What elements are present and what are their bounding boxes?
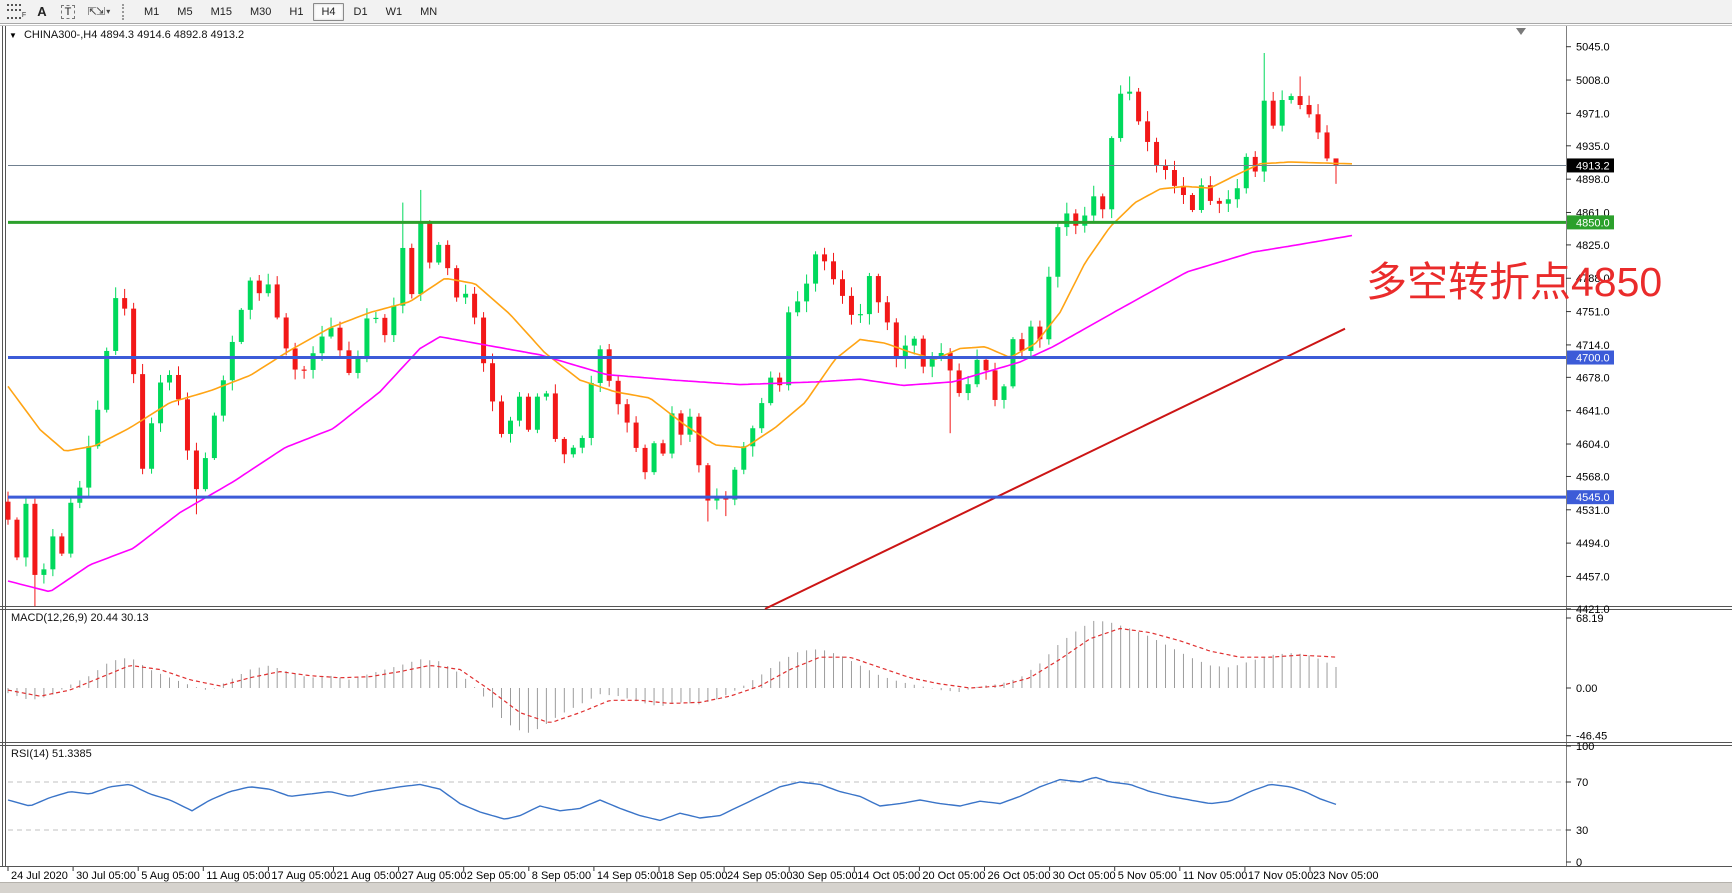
timeframe-button-w1[interactable]: W1 [385, 5, 403, 18]
chevron-down-icon: ▾ [106, 7, 111, 16]
svg-text:0: 0 [1576, 857, 1582, 869]
svg-text:4714.0: 4714.0 [1576, 340, 1610, 352]
svg-text:30: 30 [1576, 825, 1588, 837]
toolbar: F A T ⇱⇲ ▾ M1 M5 M15 M30 H1 H4 D1 W1 MN [0, 0, 1732, 24]
svg-text:17 Nov 05:00: 17 Nov 05:00 [1248, 870, 1313, 882]
svg-text:4700.0: 4700.0 [1576, 353, 1610, 365]
svg-text:17 Aug 05:00: 17 Aug 05:00 [271, 870, 336, 882]
symbol-timeframe-label: CHINA300-,H4 [23, 29, 98, 41]
timeframe-button-m15[interactable]: M15 [210, 5, 232, 18]
arrows-icon: ⇱⇲ [87, 6, 105, 18]
svg-text:4421.0: 4421.0 [1576, 604, 1610, 616]
svg-text:5 Aug 05:00: 5 Aug 05:00 [141, 870, 200, 882]
text-label-icon: T [60, 4, 76, 19]
timeframe-button-d1[interactable]: D1 [353, 5, 368, 18]
svg-text:70: 70 [1576, 777, 1588, 789]
window-bottom-strip [0, 882, 1732, 893]
chart-shift-marker [1516, 28, 1526, 35]
svg-text:4457.0: 4457.0 [1576, 571, 1610, 583]
svg-text:4545.0: 4545.0 [1576, 492, 1610, 504]
svg-text:4531.0: 4531.0 [1576, 505, 1610, 517]
text-tool-button[interactable]: A [30, 2, 54, 22]
fibonacci-icon [6, 4, 21, 19]
svg-text:14 Sep 05:00: 14 Sep 05:00 [597, 870, 662, 882]
chart-text-annotation: 多空转折点4850 [1366, 259, 1663, 305]
svg-text:30 Oct 05:00: 30 Oct 05:00 [1053, 870, 1116, 882]
macd-indicator-label: MACD(12,26,9) 20.44 30.13 [11, 612, 149, 624]
svg-text:5 Nov 05:00: 5 Nov 05:00 [1118, 870, 1177, 882]
svg-text:8 Sep 05:00: 8 Sep 05:00 [532, 870, 591, 882]
svg-text:4898.0: 4898.0 [1576, 174, 1610, 186]
timeframe-bar: M1 M5 M15 M30 H1 H4 D1 W1 MN [135, 2, 446, 21]
svg-text:4678.0: 4678.0 [1576, 372, 1610, 384]
timeframe-button-mn[interactable]: MN [420, 5, 438, 18]
trendline [764, 327, 1346, 610]
svg-text:14 Oct 05:00: 14 Oct 05:00 [857, 870, 920, 882]
svg-text:4971.0: 4971.0 [1576, 108, 1610, 120]
svg-text:4850.0: 4850.0 [1576, 217, 1610, 229]
svg-text:4935.0: 4935.0 [1576, 141, 1610, 153]
symbol-collapse-icon[interactable]: ▼ [9, 31, 17, 40]
timeframe-button-m1[interactable]: M1 [144, 5, 160, 18]
svg-text:11 Aug 05:00: 11 Aug 05:00 [206, 870, 270, 882]
svg-text:-46.45: -46.45 [1576, 731, 1607, 743]
rsi-indicator-label: RSI(14) 51.3385 [11, 748, 92, 760]
text-label-tool-button[interactable]: T [56, 2, 80, 22]
svg-text:27 Aug 05:00: 27 Aug 05:00 [402, 870, 467, 882]
svg-text:23 Nov 05:00: 23 Nov 05:00 [1313, 870, 1378, 882]
timeframe-button-h4[interactable]: H4 [313, 2, 344, 21]
svg-text:100: 100 [1576, 741, 1594, 753]
svg-text:4568.0: 4568.0 [1576, 471, 1610, 483]
svg-text:30 Sep 05:00: 30 Sep 05:00 [792, 870, 857, 882]
fibonacci-icon-letter: F [21, 12, 27, 19]
candles [5, 53, 1339, 607]
svg-text:26 Oct 05:00: 26 Oct 05:00 [988, 870, 1051, 882]
fibonacci-tool-button[interactable]: F [4, 2, 28, 22]
svg-text:24 Jul 2020: 24 Jul 2020 [11, 870, 68, 882]
svg-text:4494.0: 4494.0 [1576, 538, 1610, 550]
svg-text:4641.0: 4641.0 [1576, 406, 1610, 418]
chart-ohlc-readout: ▼ CHINA300-,H4 4894.3 4914.6 4892.8 4913… [9, 29, 244, 41]
ohlc-values: 4894.3 4914.6 4892.8 4913.2 [100, 29, 245, 41]
svg-text:68.19: 68.19 [1576, 613, 1604, 625]
svg-text:4788.0: 4788.0 [1576, 273, 1610, 285]
timeframe-button-h1[interactable]: H1 [289, 5, 304, 18]
timeframe-button-m5[interactable]: M5 [177, 5, 193, 18]
svg-text:4913.2: 4913.2 [1576, 160, 1610, 172]
text-tool-icon: A [37, 4, 47, 19]
svg-text:2 Sep 05:00: 2 Sep 05:00 [467, 870, 526, 882]
svg-text:21 Aug 05:00: 21 Aug 05:00 [337, 870, 402, 882]
svg-text:24 Sep 05:00: 24 Sep 05:00 [727, 870, 792, 882]
svg-text:5008.0: 5008.0 [1576, 75, 1610, 87]
svg-text:30 Jul 05:00: 30 Jul 05:00 [76, 870, 136, 882]
svg-text:4751.0: 4751.0 [1576, 307, 1610, 319]
svg-text:4825.0: 4825.0 [1576, 240, 1610, 252]
svg-text:0.00: 0.00 [1576, 683, 1597, 695]
svg-text:4604.0: 4604.0 [1576, 439, 1610, 451]
svg-text:11 Nov 05:00: 11 Nov 05:00 [1183, 870, 1248, 882]
arrows-tool-button[interactable]: ⇱⇲ ▾ [82, 2, 116, 22]
svg-text:20 Oct 05:00: 20 Oct 05:00 [922, 870, 985, 882]
price-chart-canvas[interactable]: 5045.05008.04971.04935.04898.04861.04825… [0, 24, 1732, 893]
timeframe-button-m30[interactable]: M30 [249, 5, 272, 18]
svg-text:18 Sep 05:00: 18 Sep 05:00 [662, 870, 727, 882]
macd-histogram [7, 620, 1337, 733]
chart-window: ▼ CHINA300-,H4 4894.3 4914.6 4892.8 4913… [0, 24, 1732, 893]
svg-text:5045.0: 5045.0 [1576, 42, 1610, 54]
toolbar-grip [122, 3, 129, 20]
